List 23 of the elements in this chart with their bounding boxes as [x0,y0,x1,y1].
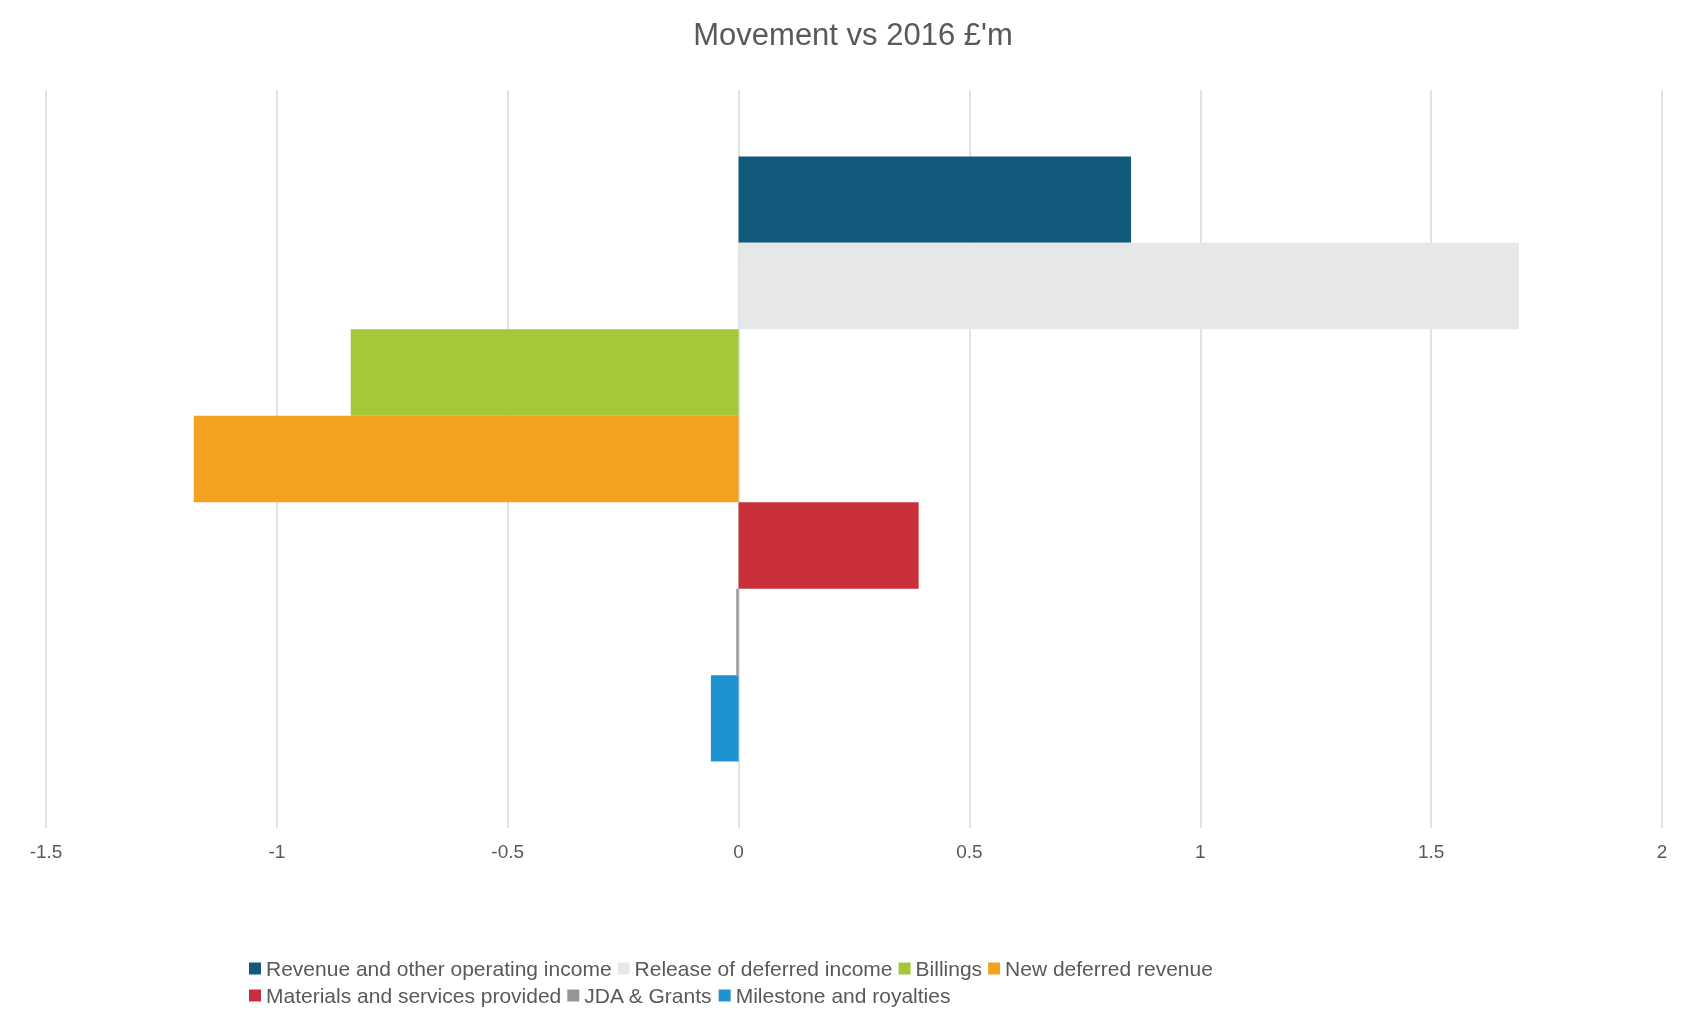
bar [193,415,739,503]
legend-label: Materials and services provided [266,984,562,1007]
bar [710,675,739,762]
x-tick-label: -0.5 [491,841,525,862]
bar [736,588,739,676]
x-tick-label: -1.5 [29,841,63,862]
bar [738,156,1132,243]
x-tick-label: 1 [1195,841,1206,862]
legend-label: New deferred revenue [1005,957,1213,980]
x-tick-label: 2 [1656,841,1668,862]
legend-label: Milestone and royalties [735,984,951,1007]
legend-label: Revenue and other operating income [266,957,612,980]
x-tick-label: 0.5 [956,841,983,862]
legend-label: Release of deferred income [634,957,893,980]
bar [738,502,919,589]
bar [350,329,739,416]
x-tick-label: 1.5 [1417,841,1445,862]
x-tick-label: -1 [268,841,286,862]
x-tick-label: 0 [733,841,744,862]
legend-label: JDA & Grants [584,984,712,1007]
chart-title: Movement vs 2016 £'m [693,17,1013,52]
bar [738,242,1519,330]
legend-label: Billings [915,957,983,980]
